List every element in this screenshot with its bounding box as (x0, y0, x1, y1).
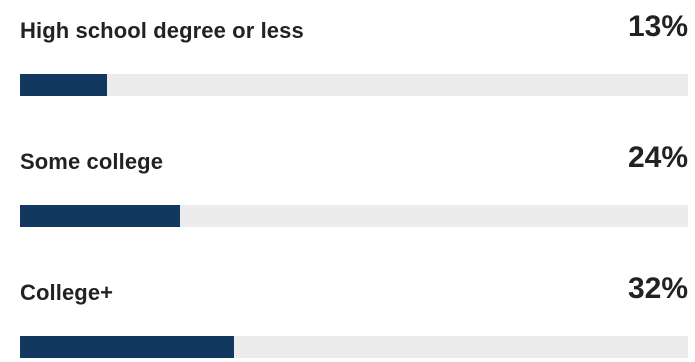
bar (20, 205, 181, 227)
value-label: 13% (627, 10, 688, 43)
bar-track (20, 336, 688, 358)
value-label: 32% (627, 272, 688, 305)
bar (20, 74, 107, 96)
bar-track (20, 205, 688, 227)
bar-track (20, 74, 688, 96)
bar-row: College+ 32% (20, 262, 688, 362)
bar-row: High school degree or less 13% (20, 0, 688, 100)
bar-row: Some college 24% (20, 131, 688, 231)
bar (20, 336, 234, 358)
bar-chart: High school degree or less 13% Some coll… (20, 0, 688, 358)
category-label: High school degree or less (20, 18, 304, 43)
category-label: College+ (20, 280, 114, 305)
category-label: Some college (20, 149, 164, 174)
value-label: 24% (627, 141, 688, 174)
